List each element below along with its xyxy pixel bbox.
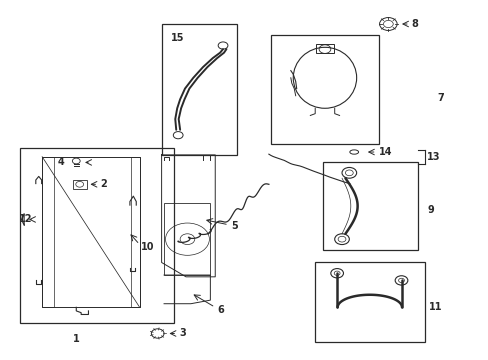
Bar	[73, 180, 86, 189]
Text: 1: 1	[73, 333, 80, 343]
Bar	[315, 262, 424, 342]
Text: 3: 3	[179, 328, 185, 338]
Text: 5: 5	[230, 221, 237, 230]
Text: 10: 10	[141, 242, 154, 252]
Text: 7: 7	[436, 93, 443, 103]
Text: 8: 8	[411, 19, 418, 29]
Bar	[316, 44, 333, 53]
Text: 4: 4	[57, 157, 64, 167]
Text: 15: 15	[171, 33, 184, 43]
Bar	[271, 35, 378, 144]
Text: 13: 13	[427, 152, 440, 162]
Text: 12: 12	[20, 215, 33, 224]
Text: 2: 2	[100, 179, 107, 189]
Bar	[20, 148, 173, 323]
Text: 9: 9	[427, 206, 433, 216]
Text: 14: 14	[378, 147, 391, 157]
Text: 11: 11	[428, 302, 442, 312]
Bar	[322, 162, 417, 250]
Bar	[163, 203, 210, 275]
Bar	[42, 157, 54, 307]
Bar	[131, 157, 140, 307]
Text: 6: 6	[217, 305, 224, 315]
Bar	[161, 24, 237, 155]
Bar	[42, 157, 140, 307]
